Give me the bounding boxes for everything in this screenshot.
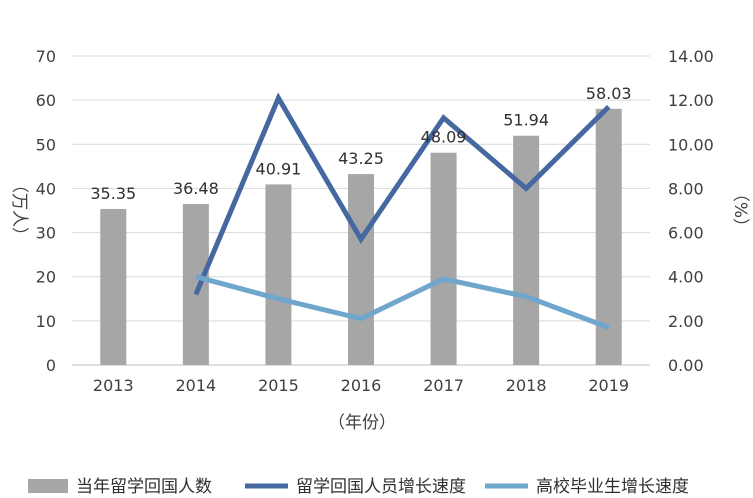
left-axis-ticks: 0 10 20 30 40 50 60 70 <box>36 47 56 375</box>
bar-data-label: 40.91 <box>256 159 302 178</box>
legend-swatch-bar <box>28 479 68 493</box>
bar <box>265 184 292 365</box>
legend: 当年留学回国人数 留学回国人员增长速度 高校毕业生增长速度 <box>28 477 689 497</box>
right-tick-label: 6.00 <box>668 224 704 243</box>
bar <box>348 174 374 365</box>
x-tick-label: 2018 <box>506 376 547 395</box>
x-tick-label: 2016 <box>341 376 382 395</box>
right-tick-label: 10.00 <box>668 135 714 154</box>
left-tick-label: 10 <box>36 312 56 331</box>
x-tick-label: 2019 <box>588 376 629 395</box>
x-tick-label: 2013 <box>93 376 134 395</box>
line-returnees-growth <box>193 92 611 296</box>
left-tick-label: 50 <box>36 135 56 154</box>
right-tick-label: 12.00 <box>668 91 714 110</box>
x-tick-label: 2015 <box>258 376 299 395</box>
bar-data-label: 58.03 <box>586 84 632 103</box>
bar-data-label: 51.94 <box>503 111 549 130</box>
bar <box>100 208 127 365</box>
right-axis-ticks: 0.00 2.00 4.00 6.00 8.00 10.00 12.00 14.00 <box>668 47 714 375</box>
right-tick-label: 2.00 <box>668 312 704 331</box>
bar-data-label: 48.09 <box>421 128 467 147</box>
right-tick-label: 4.00 <box>668 268 704 287</box>
x-tick-label: 2014 <box>175 376 216 395</box>
left-tick-label: 20 <box>36 268 56 287</box>
legend-label-bar: 当年留学回国人数 <box>76 477 212 497</box>
x-tick-label: 2017 <box>423 376 464 395</box>
bar <box>182 203 209 365</box>
legend-label-returnees: 留学回国人员增长速度 <box>296 477 466 497</box>
right-tick-label: 0.00 <box>668 356 704 375</box>
bar-data-label: 36.48 <box>173 179 219 198</box>
x-axis-ticks: 2013 2014 2015 2016 2017 2018 2019 <box>93 376 629 395</box>
bar-data-label: 35.35 <box>90 184 136 203</box>
left-tick-label: 60 <box>36 91 56 110</box>
legend-label-graduates: 高校毕业生增长速度 <box>536 477 689 497</box>
bar-data-labels: 35.35 36.48 40.91 43.25 48.09 51.94 58.03 <box>90 84 631 203</box>
left-axis-title: （万人） <box>9 176 29 244</box>
right-tick-label: 14.00 <box>668 47 714 66</box>
bar-data-label: 43.25 <box>338 149 384 168</box>
bars <box>100 108 622 366</box>
right-tick-label: 8.00 <box>668 179 704 198</box>
left-tick-label: 40 <box>36 179 56 198</box>
left-tick-label: 70 <box>36 47 56 66</box>
bar <box>430 152 457 365</box>
line-graduates-growth <box>195 274 610 330</box>
left-tick-label: 0 <box>46 356 56 375</box>
x-axis-title: （年份） <box>328 413 396 433</box>
left-tick-label: 30 <box>36 224 56 243</box>
right-axis-title: （%） <box>730 185 750 235</box>
lines <box>193 92 611 330</box>
bar <box>513 135 540 365</box>
